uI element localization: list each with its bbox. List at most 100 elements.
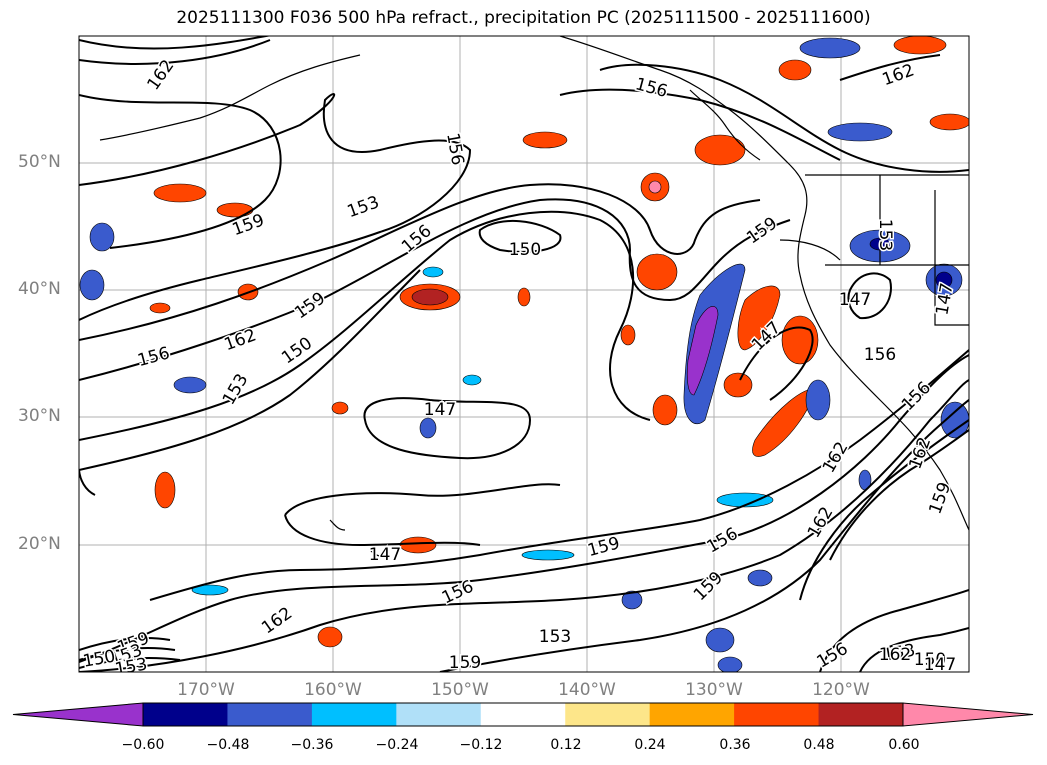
contour-line: [79, 94, 282, 249]
precip-blob: [935, 271, 953, 289]
coastline: [329, 519, 346, 531]
contour-line: [79, 379, 969, 672]
contour-line: [79, 269, 421, 471]
contour-line: [79, 354, 969, 663]
longitude-label: 170°W: [177, 680, 235, 700]
precip-blob: [778, 59, 812, 81]
contour-line: [79, 93, 472, 321]
precip-blob: [422, 266, 444, 278]
colorbar-segment: [734, 703, 820, 726]
colorbar-tick-label: 0.60: [888, 737, 920, 753]
chart-title: 2025111300 F036 500 hPa refract., precip…: [176, 8, 871, 28]
contour-line: [284, 514, 481, 547]
contour-line: [478, 219, 562, 253]
contour-label: 150: [509, 240, 541, 260]
precip-blob: [462, 374, 482, 386]
coastlines: [99, 36, 969, 557]
colorbar-tick-label: 0.48: [803, 737, 835, 753]
precip-blob: [521, 549, 575, 561]
precip-blob: [747, 569, 773, 587]
contour-line: [79, 198, 791, 381]
precip-blob: [399, 536, 437, 554]
colorbar-segment: [143, 703, 228, 726]
contour-line: [79, 656, 181, 669]
precip-blob: [191, 584, 229, 596]
precip-blob: [317, 626, 343, 648]
contour-label: 153: [539, 627, 571, 647]
contour-line: [739, 326, 814, 401]
colorbar-segment: [565, 703, 651, 726]
precip-blob: [648, 180, 662, 194]
precip-blob: [79, 269, 105, 301]
precip-blob: [149, 302, 171, 314]
contour-line: [363, 397, 532, 460]
contour-line: [284, 483, 561, 516]
precip-band: [752, 389, 816, 457]
contour-label: 150: [914, 650, 946, 670]
refractivity-contours: [79, 36, 969, 672]
contour-line: [79, 183, 761, 341]
latitude-label: 40°N: [18, 279, 61, 299]
contour-line: [79, 39, 271, 65]
colorbar-tick-label: −0.36: [290, 737, 334, 753]
contour-line: [149, 349, 969, 601]
latitude-label: 20°N: [18, 534, 61, 554]
precip-blob: [621, 590, 643, 610]
coastline: [99, 54, 361, 141]
contour-line: [79, 637, 171, 651]
colorbar-tick-label: 0.36: [719, 737, 751, 753]
colorbar-tick-label: 0.12: [550, 737, 582, 753]
colorbar-segment: [649, 703, 735, 726]
precip-blob: [799, 37, 861, 59]
contour-label: 156: [864, 345, 896, 365]
contour-line: [839, 54, 941, 81]
precip-blob: [517, 287, 531, 307]
colorbar-tick-label: −0.24: [375, 737, 419, 753]
colorbar-segment: [818, 703, 904, 726]
contour-line: [79, 210, 651, 441]
coastline: [559, 36, 969, 531]
precip-blob: [620, 324, 636, 346]
precip-blob: [636, 253, 678, 291]
precip-blob: [940, 401, 969, 439]
colorbar-extend-right: [903, 703, 1033, 726]
precip-blob: [154, 471, 176, 509]
precip-blob: [929, 113, 969, 131]
longitude-label: 140°W: [558, 680, 616, 700]
precip-blob: [723, 372, 753, 398]
precip-band: [686, 306, 719, 396]
longitude-label: 120°W: [812, 680, 870, 700]
contour-label: 147: [369, 545, 401, 565]
contour-line: [79, 36, 272, 50]
coastline: [779, 239, 841, 261]
colorbar-segment: [396, 703, 482, 726]
precip-blob: [893, 36, 947, 55]
map-frame: [78, 35, 970, 673]
contour-label: 153: [875, 219, 895, 251]
colorbar-segment: [311, 703, 397, 726]
precip-blob: [173, 376, 207, 394]
contour-line: [599, 63, 969, 173]
contour-label: 162: [879, 645, 911, 665]
precip-blob: [805, 379, 831, 421]
longitude-label: 150°W: [431, 680, 489, 700]
precip-blob: [652, 394, 678, 426]
longitude-label: 130°W: [685, 680, 743, 700]
precip-blob: [153, 183, 207, 203]
colorbar-tick-label: −0.12: [459, 737, 503, 753]
contour-line: [79, 647, 176, 661]
coastline: [689, 89, 761, 161]
contour-label: 147: [839, 290, 871, 310]
contour-line: [847, 272, 892, 320]
contour-line: [859, 627, 969, 672]
coastline: [934, 190, 969, 326]
longitude-label: 160°W: [304, 680, 362, 700]
contour-label: 159: [449, 653, 481, 673]
precip-blob: [419, 417, 437, 439]
contour-label: 147: [424, 400, 456, 420]
precip-blob: [522, 131, 568, 149]
precip-blob: [705, 627, 735, 653]
precip-blob: [331, 401, 349, 415]
colorbar: [12, 702, 1034, 727]
